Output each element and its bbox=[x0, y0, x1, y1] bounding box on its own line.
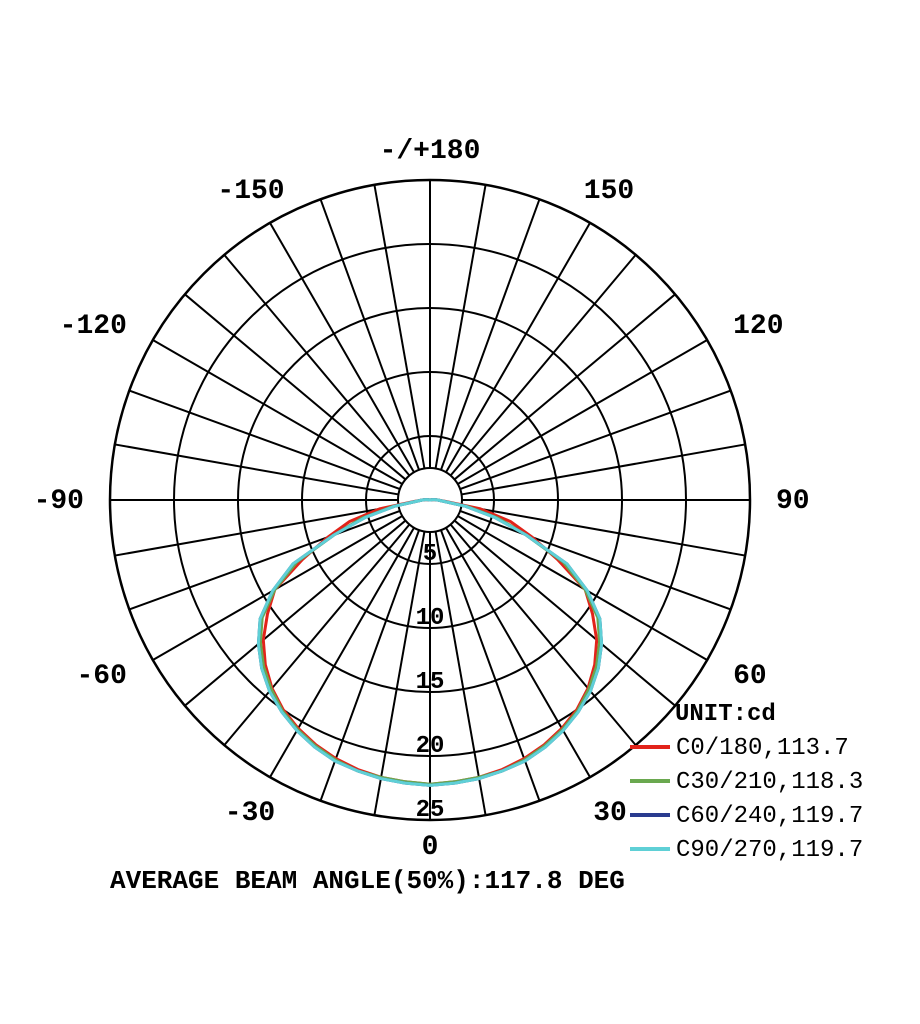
radial-label-25: 25 bbox=[416, 797, 445, 824]
radial-label-0: 0 bbox=[422, 832, 439, 863]
radial-label-10: 10 bbox=[416, 605, 445, 632]
angle-label-plus60: 60 bbox=[733, 661, 767, 692]
angle-label-top: -/+180 bbox=[380, 136, 481, 167]
legend-label-C90/270: C90/270,119.7 bbox=[676, 837, 863, 864]
angle-label-plus30: 30 bbox=[593, 798, 627, 829]
angle-label-plus120: 120 bbox=[733, 311, 783, 342]
legend-title: UNIT:cd bbox=[675, 701, 776, 728]
angle-label-minus60: -60 bbox=[76, 661, 126, 692]
polar-luminous-intensity-chart: -/+180 -150 150 -120 120 -90 90 -60 60 -… bbox=[0, 0, 920, 1024]
angle-label-minus120: -120 bbox=[60, 311, 127, 342]
radial-label-5: 5 bbox=[423, 541, 437, 568]
legend-label-C60/240: C60/240,119.7 bbox=[676, 803, 863, 830]
radial-label-15: 15 bbox=[416, 669, 445, 696]
legend-label-C30/210: C30/210,118.3 bbox=[676, 769, 863, 796]
legend-label-C0/180: C0/180,113.7 bbox=[676, 735, 849, 762]
angle-label-minus30: -30 bbox=[225, 798, 275, 829]
average-beam-angle-label: AVERAGE BEAM ANGLE(50%):117.8 DEG bbox=[110, 866, 625, 896]
angle-label-plus150: 150 bbox=[584, 176, 634, 207]
radial-label-20: 20 bbox=[416, 733, 445, 760]
angle-label-minus150: -150 bbox=[217, 176, 284, 207]
legend: UNIT:cd C0/180,113.7 C30/210,118.3 C60/240… bbox=[630, 701, 863, 864]
angle-label-plus90: 90 bbox=[776, 486, 810, 517]
angle-label-minus90: -90 bbox=[34, 486, 84, 517]
